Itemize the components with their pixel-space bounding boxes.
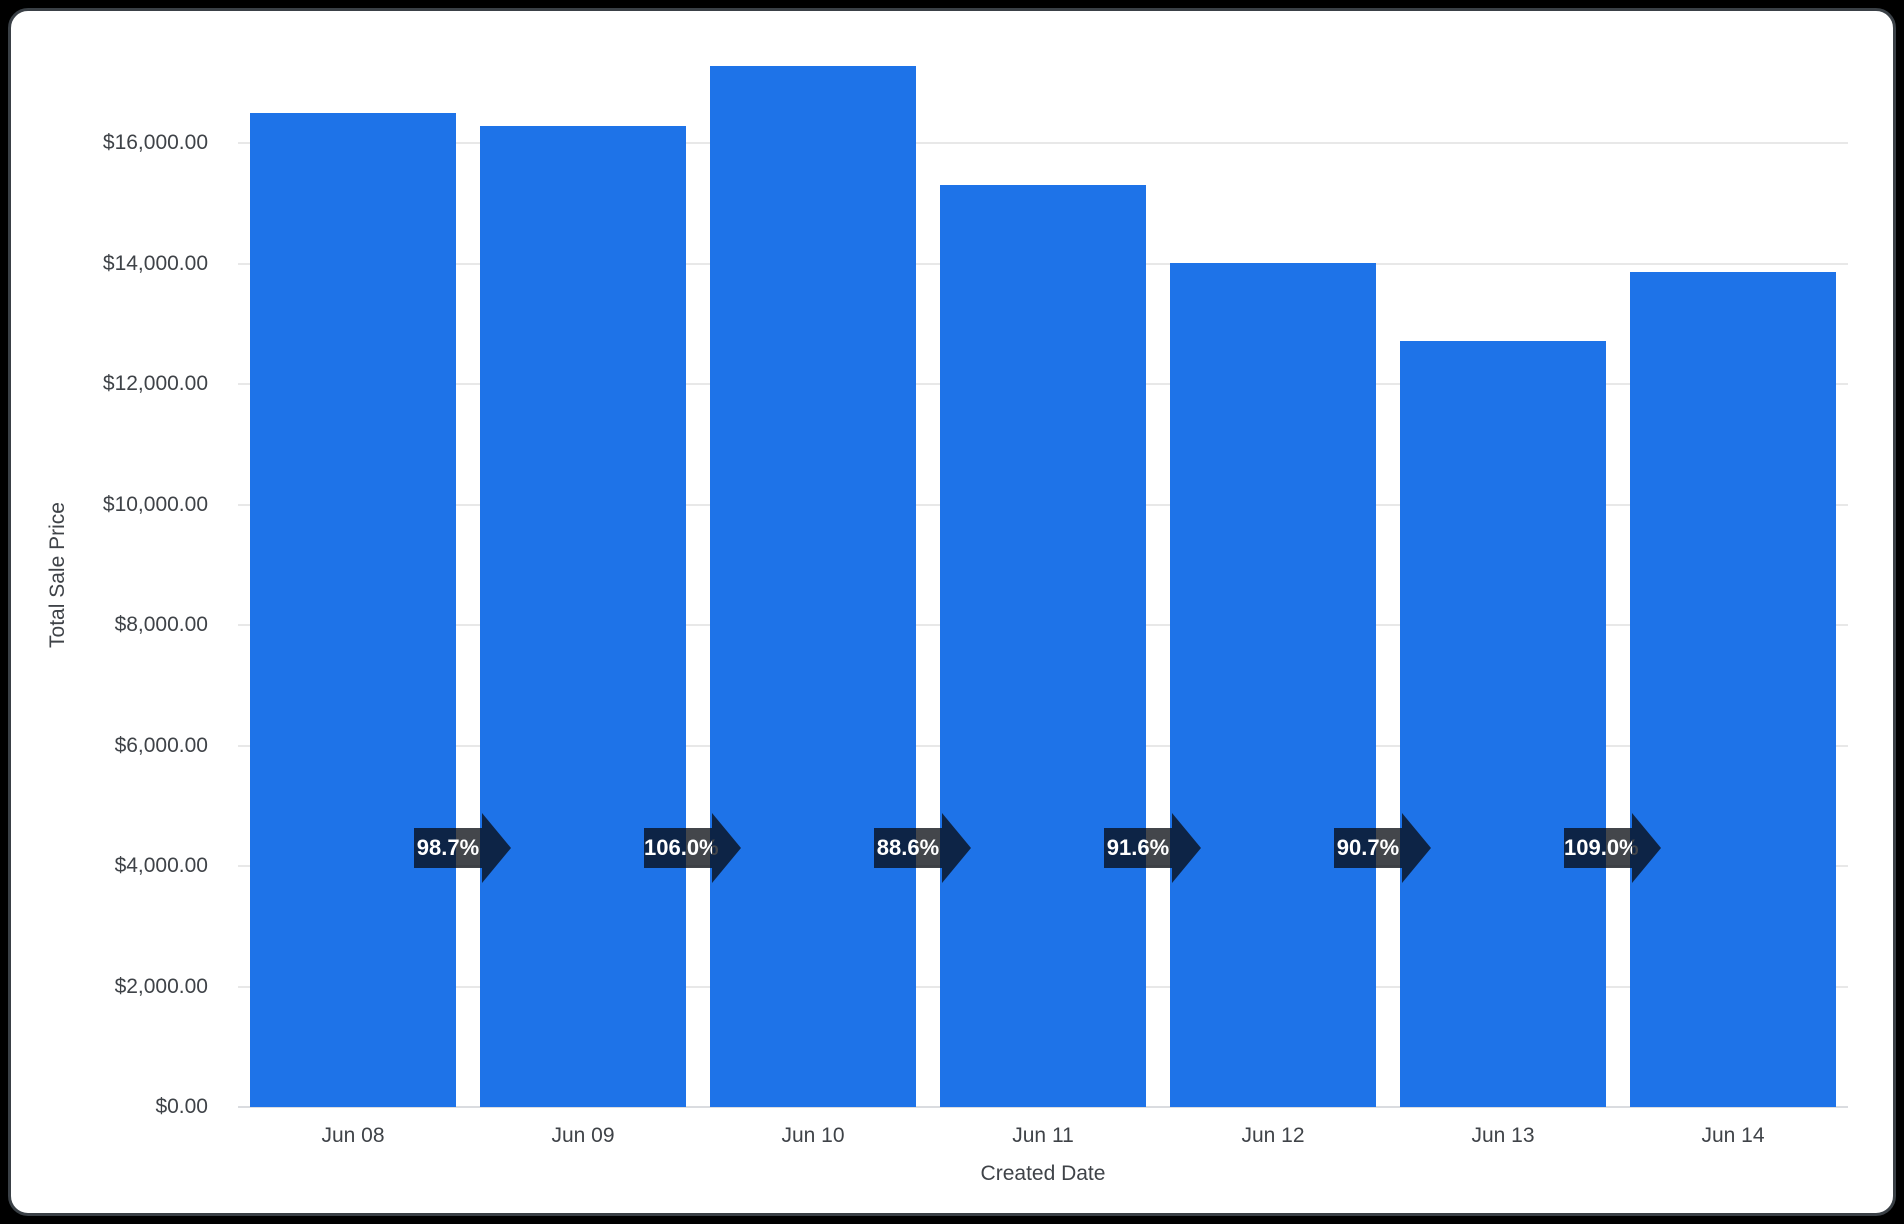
- y-tick-label: $12,000.00: [102, 372, 208, 395]
- arrow-head-icon: [942, 813, 971, 883]
- y-tick-label: $4,000.00: [114, 854, 208, 877]
- change-arrow-label: 109.0%: [1564, 828, 1639, 868]
- arrow-head-icon: [1402, 813, 1431, 883]
- x-tick-label: Jun 12: [1241, 1124, 1305, 1147]
- x-axis-title: Created Date: [980, 1162, 1106, 1185]
- change-arrow-label: 98.7%: [414, 828, 482, 868]
- change-arrow-label: 91.6%: [1104, 828, 1172, 868]
- y-tick-label: $6,000.00: [114, 733, 208, 757]
- bar-jun-08[interactable]: [250, 113, 456, 1107]
- x-tick-label: Jun 08: [321, 1124, 385, 1147]
- y-tick-label: $2,000.00: [114, 974, 208, 998]
- y-tick-label: $8,000.00: [114, 613, 208, 636]
- x-tick-label: Jun 11: [1012, 1124, 1074, 1147]
- x-tick-label: Jun 10: [781, 1124, 845, 1147]
- y-tick-label: $14,000.00: [102, 251, 208, 275]
- x-tick-label: Jun 13: [1471, 1124, 1535, 1147]
- bar-jun-13[interactable]: [1400, 341, 1606, 1107]
- y-tick-label: $16,000.00: [102, 131, 208, 154]
- bar-jun-11[interactable]: [940, 185, 1146, 1107]
- bar-jun-14[interactable]: [1630, 272, 1836, 1107]
- y-tick-label: $10,000.00: [102, 492, 208, 516]
- bar-jun-09[interactable]: [480, 126, 686, 1107]
- change-arrow-label: 88.6%: [874, 828, 942, 868]
- y-tick-label: $0.00: [155, 1095, 208, 1118]
- arrow-head-icon: [1172, 813, 1201, 883]
- change-arrow-label: 106.0%: [644, 828, 719, 868]
- bar-jun-10[interactable]: [710, 66, 916, 1107]
- gridline-1600000: [238, 142, 1848, 144]
- arrow-head-icon: [1632, 813, 1661, 883]
- x-axis-baseline: [238, 1106, 1848, 1108]
- x-tick-label: Jun 09: [551, 1124, 615, 1147]
- arrow-head-icon: [482, 813, 511, 883]
- x-tick-label: Jun 14: [1701, 1124, 1765, 1147]
- change-arrow-label: 90.7%: [1334, 828, 1402, 868]
- bar-jun-12[interactable]: [1170, 263, 1376, 1107]
- arrow-head-icon: [712, 813, 741, 883]
